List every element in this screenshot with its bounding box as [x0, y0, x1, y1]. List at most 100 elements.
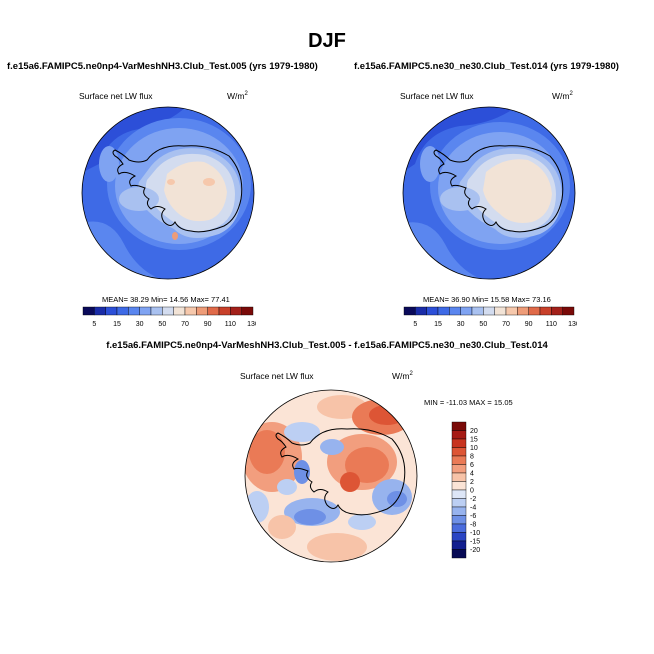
left-colorbar-label: 90 — [204, 321, 212, 328]
diff-colorbar-swatch — [451, 532, 467, 542]
right-colorbar-swatch — [483, 306, 495, 316]
diff-colorbar-swatch — [451, 455, 467, 465]
diff-colorbar-swatch — [451, 515, 467, 525]
right-stats: MEAN= 36.90 Min= 15.58 Max= 73.16 — [423, 295, 551, 304]
diff-colorbar-label: 6 — [470, 462, 474, 469]
diff-polar-map — [244, 389, 418, 563]
right-colorbar-labels: 5 15 30 50 70 90 110 130 — [413, 321, 577, 328]
diff-colorbar-label: 15 — [470, 437, 478, 444]
right-colorbar-swatch — [471, 306, 484, 316]
right-colorbar-swatch — [517, 306, 529, 316]
diff-colorbar-label: 10 — [470, 445, 478, 452]
left-panel-title: f.e15a6.FAMIPC5.ne0np4-VarMeshNH3.Club_T… — [7, 61, 318, 72]
diff-colorbar-swatch — [451, 506, 467, 516]
diff-colorbar-label: -8 — [470, 522, 476, 529]
left-colorbar-swatch — [94, 306, 106, 316]
right-colorbar-swatch — [494, 306, 507, 316]
left-units-label: W/m2 — [227, 91, 248, 101]
diff-minmax: MIN = -11.03 MAX = 15.05 — [424, 398, 513, 407]
diff-colorbar-label: -20 — [470, 547, 480, 554]
right-colorbar-swatch — [449, 306, 461, 316]
diff-colorbar-label: 4 — [470, 471, 474, 478]
season-title: DJF — [308, 30, 346, 52]
diff-colorbar-label: 8 — [470, 454, 474, 461]
diff-colorbar-swatches — [451, 421, 467, 559]
diff-colorbar-swatch — [451, 540, 467, 550]
left-stats: MEAN= 38.29 Min= 14.56 Max= 77.41 — [102, 295, 230, 304]
right-colorbar-swatch — [426, 306, 439, 316]
left-colorbar-swatch — [207, 306, 220, 316]
right-colorbar-label: 130 — [568, 321, 577, 328]
right-colorbar-swatch — [460, 306, 473, 316]
left-colorbar-swatch — [241, 306, 254, 316]
diff-colorbar-label: -2 — [470, 496, 476, 503]
right-colorbar-swatch — [505, 306, 518, 316]
diff-colorbar-swatch — [451, 549, 467, 559]
right-colorbar-swatch — [415, 306, 427, 316]
diff-colorbar-label: -6 — [470, 513, 476, 520]
left-polar-map — [81, 106, 255, 280]
left-colorbar-swatch — [218, 306, 231, 316]
diff-colorbar-swatch — [451, 523, 467, 533]
left-colorbar-swatch — [196, 306, 208, 316]
right-units-label: W/m2 — [552, 91, 573, 101]
left-colorbar-label: 30 — [136, 321, 144, 328]
right-colorbar-label: 90 — [525, 321, 533, 328]
diff-colorbar-label: 20 — [470, 428, 478, 435]
left-variable-label: Surface net LW flux — [79, 91, 153, 101]
right-panel-title: f.e15a6.FAMIPC5.ne30_ne30.Club_Test.014 … — [354, 61, 619, 72]
right-colorbar-label: 30 — [457, 321, 465, 328]
right-polar-map — [402, 106, 576, 280]
left-colorbar-label: 130 — [247, 321, 256, 328]
left-colorbar-swatch — [162, 306, 174, 316]
left-colorbar-label: 50 — [158, 321, 166, 328]
diff-colorbar-swatch — [451, 438, 467, 448]
left-colorbar-swatch — [173, 306, 186, 316]
right-colorbar-swatch — [528, 306, 541, 316]
left-colorbar-label: 70 — [181, 321, 189, 328]
left-colorbar-swatch — [230, 306, 242, 316]
left-colorbar: 5 15 30 50 70 90 110 130 — [82, 306, 256, 328]
diff-colorbar-label: -4 — [470, 505, 476, 512]
diff-colorbar-swatch — [451, 430, 467, 440]
diff-colorbar-label: 2 — [470, 479, 474, 486]
diff-units-label: W/m2 — [392, 371, 413, 381]
right-colorbar-label: 50 — [479, 321, 487, 328]
diff-colorbar-swatch — [451, 464, 467, 474]
diff-colorbar-swatch — [451, 489, 467, 499]
left-colorbar-swatch — [116, 306, 129, 316]
left-colorbar-swatch — [128, 306, 140, 316]
left-colorbar-labels: 5 15 30 50 70 90 110 130 — [92, 321, 256, 328]
left-colorbar-swatch — [139, 306, 152, 316]
diff-colorbar-swatch — [451, 472, 467, 482]
diff-colorbar-label: -10 — [470, 530, 480, 537]
right-colorbar-swatches — [403, 306, 575, 316]
right-colorbar-swatch — [437, 306, 450, 316]
diff-colorbar-label: -15 — [470, 539, 480, 546]
left-colorbar-swatches — [82, 306, 254, 316]
diff-colorbar-swatch — [451, 421, 467, 431]
right-colorbar-label: 110 — [546, 321, 557, 328]
diff-colorbar-swatch — [451, 481, 467, 491]
left-colorbar-label: 110 — [225, 321, 236, 328]
diff-panel-title: f.e15a6.FAMIPC5.ne0np4-VarMeshNH3.Club_T… — [106, 340, 548, 351]
left-colorbar-label: 5 — [92, 321, 96, 328]
right-colorbar-swatch — [539, 306, 552, 316]
diff-colorbar-swatch — [451, 447, 467, 457]
left-colorbar-swatch — [184, 306, 197, 316]
diff-colorbar-label: 0 — [470, 488, 474, 495]
right-variable-label: Surface net LW flux — [400, 91, 474, 101]
left-colorbar-label: 15 — [113, 321, 121, 328]
right-colorbar-swatch — [403, 306, 416, 316]
diff-variable-label: Surface net LW flux — [240, 371, 314, 381]
left-colorbar-swatch — [150, 306, 163, 316]
right-colorbar-label: 5 — [413, 321, 417, 328]
diff-colorbar-swatch — [451, 498, 467, 508]
left-colorbar-swatch — [105, 306, 118, 316]
right-colorbar-swatch — [551, 306, 563, 316]
right-colorbar-label: 15 — [434, 321, 442, 328]
right-colorbar-swatch — [562, 306, 575, 316]
left-colorbar-swatch — [82, 306, 95, 316]
